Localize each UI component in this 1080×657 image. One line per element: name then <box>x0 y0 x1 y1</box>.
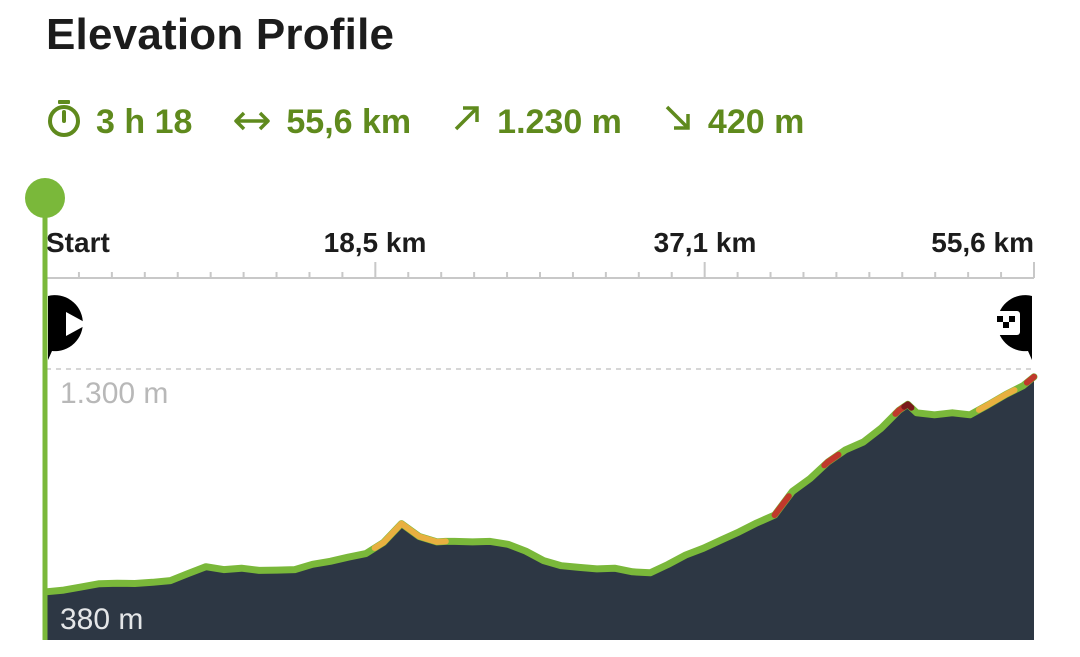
x-axis-ticks <box>45 262 1035 278</box>
position-scrubber-handle[interactable] <box>25 178 65 218</box>
x-tick-label: 37,1 km <box>654 227 757 258</box>
descent-value: 420 m <box>707 102 805 141</box>
start-flag-icon[interactable] <box>48 295 88 360</box>
duration-value: 3 h 18 <box>96 102 193 141</box>
grade-segment <box>821 451 842 469</box>
y-label-top: 1.300 m <box>60 377 168 410</box>
grade-segments <box>371 373 1037 551</box>
grade-segment <box>371 520 449 551</box>
ascent-stat: 1.230 m <box>451 102 622 143</box>
finish-flag-icon[interactable] <box>992 295 1032 360</box>
route-stats: 3 h 18 55,6 km 1.230 m 420 m <box>46 98 804 146</box>
elevation-line <box>42 373 1038 596</box>
grade-segment <box>1023 373 1037 386</box>
grade-segment <box>901 401 915 411</box>
grade-segment <box>771 493 792 519</box>
x-tick-label: 18,5 km <box>324 227 427 258</box>
descent-stat: 420 m <box>662 102 804 143</box>
y-label-bottom: 380 m <box>60 603 143 636</box>
page-title: Elevation Profile <box>46 10 395 59</box>
arrow-up-right-icon <box>451 102 483 143</box>
x-tick-label: 55,6 km <box>931 227 1034 258</box>
arrow-down-right-icon <box>662 102 694 143</box>
grade-segment <box>975 387 1018 413</box>
stopwatch-icon <box>46 98 82 147</box>
x-tick-label: Start <box>46 227 110 258</box>
duration-stat: 3 h 18 <box>46 98 192 147</box>
distance-stat: 55,6 km <box>232 103 411 142</box>
horizontal-arrows-icon <box>232 103 272 142</box>
distance-value: 55,6 km <box>286 102 412 141</box>
elevation-area <box>46 376 1034 640</box>
ascent-value: 1.230 m <box>497 102 622 141</box>
